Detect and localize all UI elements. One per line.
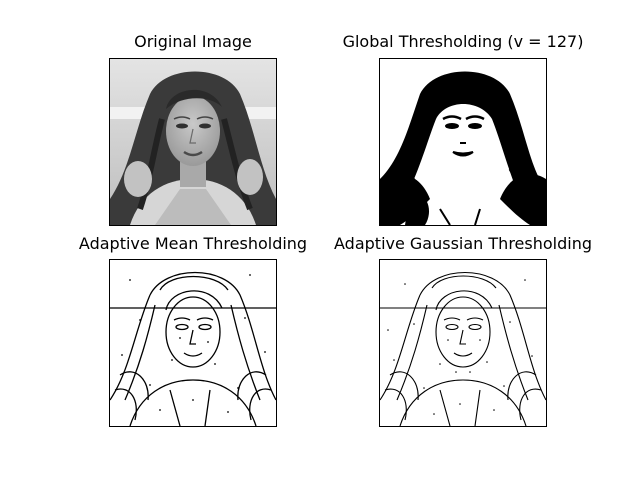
panel-title-original: Original Image xyxy=(134,32,252,51)
binary-threshold-image xyxy=(380,59,546,225)
adaptive-gaussian-panel xyxy=(379,259,547,427)
global-threshold-panel xyxy=(379,58,547,226)
panel-title-adaptive-gaussian: Adaptive Gaussian Thresholding xyxy=(334,234,592,253)
adaptive-gaussian-image xyxy=(380,260,546,426)
panel-title-adaptive-mean: Adaptive Mean Thresholding xyxy=(78,234,308,253)
panel-title-global: Global Thresholding (v = 127) xyxy=(342,32,584,51)
adaptive-mean-image xyxy=(110,260,276,426)
adaptive-mean-panel xyxy=(109,259,277,427)
original-image-panel xyxy=(109,58,277,226)
grayscale-portrait-image xyxy=(110,59,276,225)
